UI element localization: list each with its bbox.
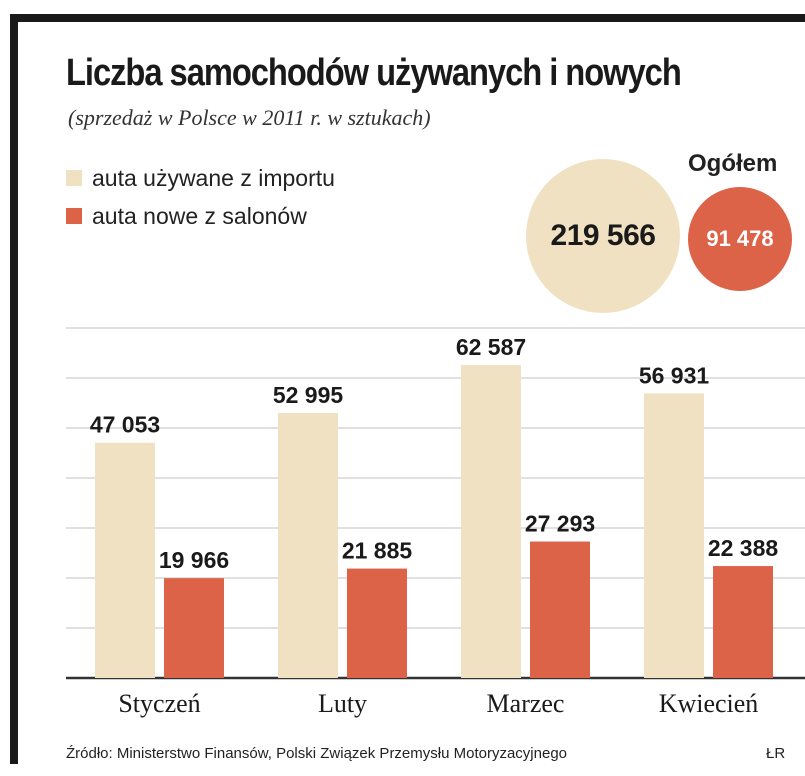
bar-value-label: 62 587 (456, 334, 526, 360)
bar-new (164, 578, 224, 678)
bar-value-label: 19 966 (159, 547, 229, 573)
bar-value-label: 56 931 (639, 362, 710, 388)
bar-used (644, 393, 704, 678)
legend-label-new: auta nowe z salonów (92, 202, 307, 229)
bar-value-label: 52 995 (273, 382, 344, 408)
bar-used (461, 365, 521, 678)
total-label: Ogółem (688, 150, 778, 177)
legend-item-used: auta używane z importu (66, 165, 335, 191)
bar-value-label: 47 053 (90, 412, 160, 438)
total-used-circle: 219 566 (526, 159, 680, 313)
legend-swatch-used (66, 170, 82, 186)
legend-item-new: auta nowe z salonów (66, 203, 307, 229)
bar-new (713, 566, 773, 678)
category-label: Styczeń (118, 689, 200, 718)
source-note: Źródło: Ministerstwo Finansów, Polski Zw… (66, 745, 567, 762)
bar-used (95, 442, 155, 678)
bar-value-label: 27 293 (525, 511, 595, 537)
frame-left-border (10, 14, 18, 764)
bar-value-label: 22 388 (708, 535, 779, 561)
total-used-value: 219 566 (550, 219, 656, 252)
total-new-circle: 91 478 (688, 187, 792, 291)
category-label: Luty (318, 689, 367, 718)
frame-top-border (10, 14, 805, 22)
bar-used (278, 413, 338, 678)
category-label: Kwiecień (659, 689, 759, 718)
legend-swatch-new (66, 208, 82, 224)
bar-new (347, 568, 407, 678)
author-credit: ŁR (766, 745, 786, 762)
chart-subtitle: (sprzedaż w Polsce w 2011 r. w sztukach) (68, 105, 431, 130)
legend-label-used: auta używane z importu (92, 164, 335, 191)
category-label: Marzec (487, 689, 565, 718)
chart-title: Liczba samochodów używanych i nowych (66, 52, 682, 94)
total-new-value: 91 478 (706, 226, 774, 251)
bar-value-label: 21 885 (342, 538, 413, 564)
bar-new (530, 541, 590, 678)
